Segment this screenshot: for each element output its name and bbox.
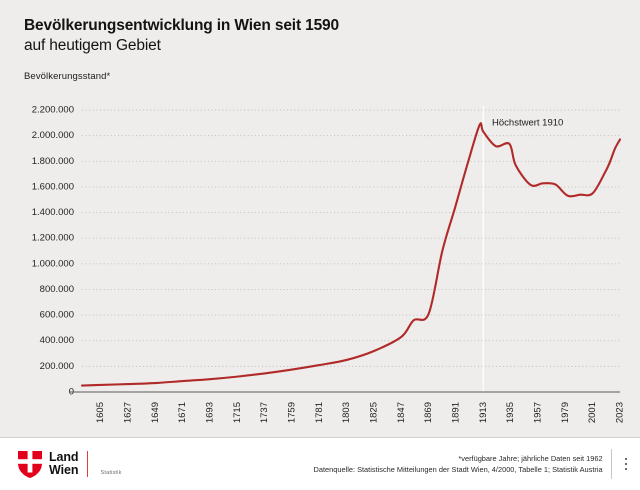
x-tick-label: 2023 xyxy=(615,402,626,423)
data-series xyxy=(80,122,622,387)
x-tick-label: 1627 xyxy=(123,402,134,423)
y-tick-label: 1.600.000 xyxy=(32,181,74,192)
footnote-availability: *verfügbare Jahre; jährliche Daten seit … xyxy=(458,453,603,463)
chart-plot-area: 0 200.000 400.000 600.000 800.000 1.000.000 1.… xyxy=(0,100,640,435)
x-tick-label: 1869 xyxy=(423,402,434,423)
x-tick-label: 1913 xyxy=(478,402,489,423)
brand-wordmark: Land Wien xyxy=(49,450,79,477)
y-tick-label: 1.000.000 xyxy=(32,258,74,269)
population-line-chart: 0200.000400.000600.000800.0001.000.0001.… xyxy=(32,105,626,424)
footer-divider xyxy=(0,437,640,438)
x-tick-label: 1935 xyxy=(505,402,516,423)
annotation-label: Höchstwert 1910 xyxy=(492,117,563,128)
x-tick-label: 1715 xyxy=(232,402,243,423)
x-tick-label: 2001 xyxy=(587,402,598,423)
x-tick-label: 1649 xyxy=(150,402,161,423)
footnotes: *verfügbare Jahre; jährliche Daten seit … xyxy=(314,453,603,475)
footer-separator xyxy=(610,449,612,479)
x-axis-tick-labels: 1605 1627 1649 1671 1693 1715 1737 1759 1781 1803… xyxy=(95,402,625,423)
y-tick-label: 400.000 xyxy=(40,335,74,346)
vienna-coat-of-arms-icon xyxy=(18,450,42,478)
footer-right-group: *verfügbare Jahre; jährliche Daten seit … xyxy=(314,449,632,479)
y-axis-tick-labels: 0200.000400.000600.000800.0001.000.0001.… xyxy=(32,105,74,398)
y-tick-label: 1.200.000 xyxy=(32,233,74,244)
y-tick-label: 2.000.000 xyxy=(32,130,74,141)
y-tick-label: 1.400.000 xyxy=(32,207,74,218)
series-line-bevölkerungsstand xyxy=(80,122,622,387)
page-subtitle: auf heutigem Gebiet xyxy=(24,37,161,55)
kebab-menu-icon[interactable] xyxy=(620,455,632,473)
x-tick-label: 1891 xyxy=(451,402,462,423)
x-tick-label: 1957 xyxy=(533,402,544,423)
brand-line-land: Land xyxy=(49,450,79,465)
y-tick-label: 800.000 xyxy=(40,284,74,295)
chart-annotations: Höchstwert 1910 xyxy=(492,117,563,128)
kebab-dot xyxy=(624,467,627,471)
x-tick-label: 1803 xyxy=(341,402,352,423)
x-tick-label: 1825 xyxy=(369,402,380,423)
kebab-dot xyxy=(624,462,627,466)
gridlines xyxy=(82,109,620,367)
x-tick-label: 1693 xyxy=(205,402,216,423)
x-tick-label: 1847 xyxy=(396,402,407,423)
brand-logo[interactable]: Land Wien Statistik xyxy=(18,450,122,478)
x-tick-label: 1759 xyxy=(287,402,298,423)
y-tick-label: 2.200.000 xyxy=(32,105,74,116)
x-tick-label: 1781 xyxy=(314,402,325,423)
x-tick-label: 1737 xyxy=(259,402,270,423)
brand-separator xyxy=(87,451,89,477)
y-tick-label: 600.000 xyxy=(40,310,74,321)
brand-department-label: Statistik xyxy=(100,469,122,476)
footer-bar: Land Wien Statistik *verfügbare Jahre; j… xyxy=(0,438,640,490)
x-tick-label: 1605 xyxy=(95,402,106,423)
kebab-dot xyxy=(624,457,627,461)
footnote-source: Datenquelle: Statistische Mitteilungen d… xyxy=(313,465,603,474)
y-tick-label: 200.000 xyxy=(40,361,74,372)
x-tick-label: 1671 xyxy=(177,402,188,423)
x-tick-label: 1979 xyxy=(560,402,571,423)
chart-header: Bevölkerungsentwicklung in Wien seit 159… xyxy=(0,0,640,82)
brand-line-wien: Wien xyxy=(49,463,79,477)
y-axis-title: Bevölkerungsstand* xyxy=(24,70,111,82)
y-tick-label: 1.800.000 xyxy=(32,156,74,167)
page-title: Bevölkerungsentwicklung in Wien seit 159… xyxy=(24,17,339,34)
